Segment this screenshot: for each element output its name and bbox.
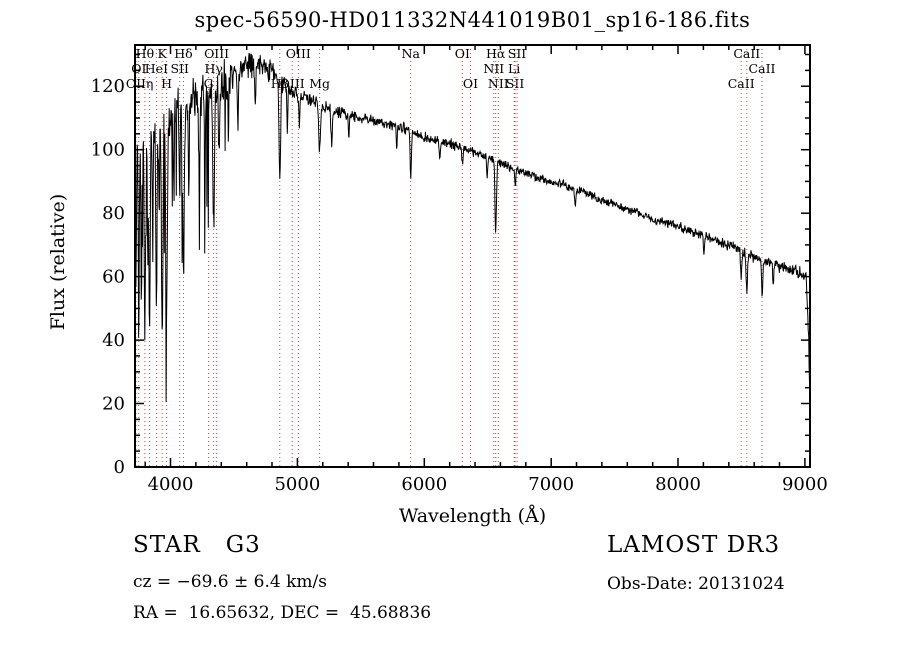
x-tick-label: 8000 [655,474,701,495]
y-tick-label: 0 [114,457,125,478]
spectral-line-label: SII [170,61,189,76]
spectral-line-label: CaII [728,76,755,91]
y-tick-label: 60 [102,267,125,288]
spectral-line-label: G [204,76,214,91]
spectral-line-label: SII [506,76,525,91]
plot-title: spec-56590-HD011332N441019B01_sp16-186.f… [194,8,751,32]
spectral-line-label: OI [455,46,470,61]
y-tick-label: 100 [91,140,125,161]
spectral-line-label: SII [508,46,527,61]
spectral-line-label: OIII [286,46,311,61]
classification-label: STAR G3 [133,532,261,558]
spectral-line-label: Hα [486,46,506,61]
radial-velocity-label: cz = −69.6 ± 6.4 km/s [133,572,327,592]
x-axis-label: Wavelength (Å) [398,505,547,527]
obs-date-label: Obs-Date: 20131024 [607,574,785,594]
spectral-line-label: OI [463,76,478,91]
y-tick-label: 80 [102,203,125,224]
y-tick-label: 20 [102,394,125,415]
spectral-line-label: Mg [309,76,330,91]
spectral-line-label: K [158,46,168,61]
spectral-line-label: Hδ [174,46,192,61]
spectral-line-label: CaII [749,61,776,76]
spectral-line-label: Li [508,61,520,76]
x-tick-label: 6000 [401,474,447,495]
spectral-line-label: Na [402,46,421,61]
spectrum-line [134,52,811,417]
x-tick-label: 4000 [148,474,194,495]
spectral-line-label: η [146,76,154,91]
y-axis-label: Flux (relative) [47,193,69,331]
spectral-line-label: HeI [145,61,168,76]
axes-box [134,44,811,468]
survey-release-label: LAMOST DR3 [607,532,781,558]
spectral-line-label: H [161,76,172,91]
ra-dec-label: RA = 16.65632, DEC = 45.68836 [133,603,432,623]
x-tick-label: 9000 [782,474,828,495]
spectral-line-label: NII [483,61,504,76]
spectral-line-label: OIII [204,46,229,61]
spectral-line-label: CaII [733,46,760,61]
spectral-line-label: NII [488,76,509,91]
y-tick-label: 40 [102,330,125,351]
x-tick-label: 5000 [274,474,320,495]
spectral-line-label: Hγ [205,61,223,76]
y-tick-label: 120 [91,76,125,97]
x-tick-label: 7000 [528,474,574,495]
